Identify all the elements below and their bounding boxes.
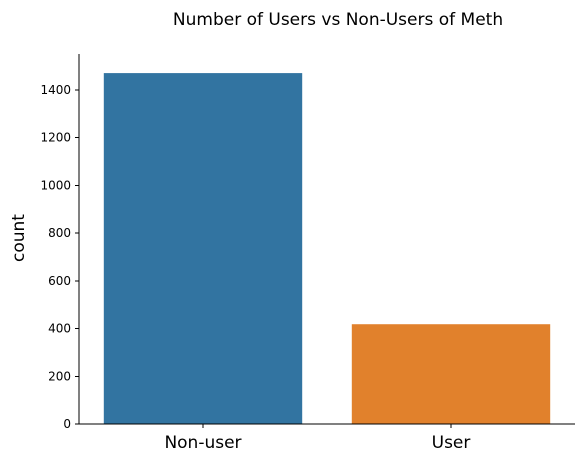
chart-title: Number of Users vs Non-Users of Meth: [173, 10, 503, 30]
bars: [103, 73, 551, 424]
y-tick-label: 400: [48, 322, 71, 336]
y-tick-label: 0: [63, 417, 71, 431]
y-tick-label: 1400: [40, 83, 71, 97]
x-axis-ticks: Non-user User: [164, 424, 470, 453]
y-tick-label: 200: [48, 369, 71, 383]
y-tick-label: 1200: [40, 131, 71, 145]
bar-user: [351, 324, 551, 424]
x-tick-label: Non-user: [164, 433, 241, 453]
y-tick-label: 1000: [40, 178, 71, 192]
y-tick-label: 800: [48, 226, 71, 240]
y-tick-label: 600: [48, 274, 71, 288]
x-tick-label: User: [432, 433, 471, 453]
y-axis-label: count: [9, 214, 29, 262]
y-axis-ticks: 0 200 400 600 800 1000 1200 1400: [40, 83, 79, 431]
bar-non-user: [103, 73, 303, 424]
